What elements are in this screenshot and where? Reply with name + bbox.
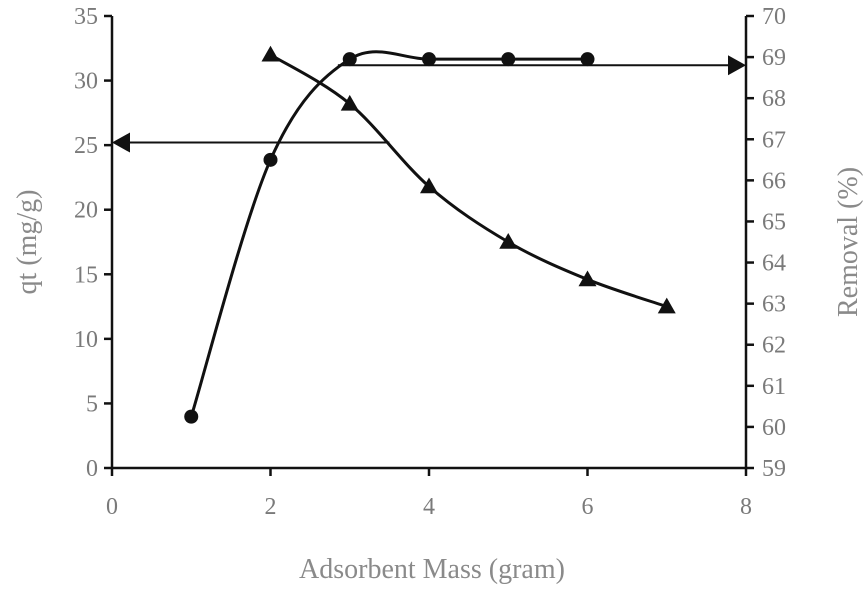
y-left-tick-label: 25 <box>74 133 98 159</box>
y-left-tick-label: 35 <box>74 4 98 30</box>
y-left-tick-label: 30 <box>74 69 98 95</box>
data-point-triangle <box>340 94 359 111</box>
y-right-tick-label: 69 <box>762 45 786 71</box>
data-point-triangle <box>578 270 597 287</box>
data-point-circle <box>580 52 595 67</box>
x-tick-label: 0 <box>106 494 118 520</box>
series-line-1 <box>189 50 588 418</box>
y-right-tick-label: 66 <box>762 168 786 194</box>
y-right-tick-label: 59 <box>762 456 786 482</box>
x-tick-label: 8 <box>740 494 752 520</box>
x-axis-title: Adsorbent Mass (gram) <box>299 554 565 585</box>
arrow-left-head <box>112 132 130 153</box>
x-tick-label: 6 <box>582 494 594 520</box>
data-point-triangle <box>261 45 280 62</box>
series-line-2 <box>269 53 668 308</box>
data-point-circle <box>422 52 436 67</box>
y-right-tick-label: 62 <box>762 333 786 359</box>
data-point-triangle <box>499 233 518 249</box>
y-right-tick-label: 70 <box>762 4 786 30</box>
y-right-tick-label: 65 <box>762 209 786 235</box>
y-left-tick-label: 20 <box>74 198 98 224</box>
y-right-tick-label: 60 <box>762 415 786 441</box>
data-point-triangle <box>657 297 676 314</box>
y-left-tick-label: 10 <box>74 327 98 353</box>
data-point-circle <box>263 152 278 167</box>
y-left-tick-label: 0 <box>86 456 98 482</box>
y-left-tick-label: 15 <box>74 262 98 288</box>
arrow-right-head <box>728 55 746 76</box>
y-left-tick-label: 5 <box>86 391 98 417</box>
x-tick-label: 4 <box>423 494 435 520</box>
y-left-axis-title: qt (mg/g) <box>12 190 43 295</box>
y-right-tick-label: 64 <box>762 251 786 277</box>
data-point-circle <box>342 52 357 67</box>
y-right-tick-label: 67 <box>762 127 786 153</box>
data-point-circle <box>501 52 516 67</box>
plot-area: 0 2 4 6 805101520253035596061626364656667686… <box>74 4 786 520</box>
x-tick-label: 2 <box>265 494 277 520</box>
y-right-tick-label: 61 <box>762 374 786 400</box>
data-point-circle <box>184 409 199 424</box>
y-right-tick-label: 68 <box>762 86 786 112</box>
y-right-tick-label: 63 <box>762 292 786 318</box>
y-right-axis-title: Removal (%) <box>833 167 864 317</box>
data-point-triangle <box>420 177 438 194</box>
